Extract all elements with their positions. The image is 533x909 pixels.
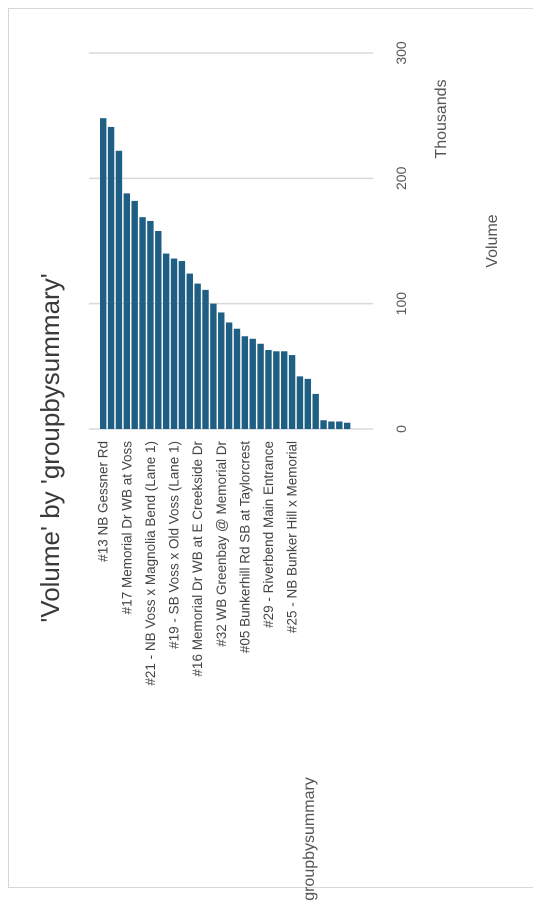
value-axis-ticks: 0 100 200 300 xyxy=(393,41,409,433)
bar[interactable] xyxy=(257,343,264,429)
bar[interactable] xyxy=(194,283,201,429)
chart-title: 'Volume' by 'groupbysummary' xyxy=(35,273,65,622)
bar[interactable] xyxy=(202,289,209,429)
category-label: #17 Memorial Dr WB at Voss xyxy=(119,441,134,615)
bar[interactable] xyxy=(296,376,304,429)
bar[interactable] xyxy=(281,351,288,429)
bar[interactable] xyxy=(312,393,319,429)
bar[interactable] xyxy=(178,261,186,429)
bar[interactable] xyxy=(162,253,170,429)
bar[interactable] xyxy=(210,303,217,429)
category-label: #13 NB Gessner Rd xyxy=(96,441,111,562)
category-axis-title: groupbysummary xyxy=(301,777,318,901)
category-label: #19 - SB Voss x Old Voss (Lane 1) xyxy=(167,441,182,649)
bar[interactable] xyxy=(147,220,154,429)
category-label: #25 - NB Bunker Hill x Memorial xyxy=(285,441,300,633)
bar[interactable] xyxy=(123,193,131,429)
bar[interactable] xyxy=(233,328,241,429)
bar[interactable] xyxy=(265,350,272,429)
category-label: #29 - Riverbend Main Entrance xyxy=(261,441,276,628)
category-axis-labels: #13 NB Gessner Rd #17 Memorial Dr WB at V… xyxy=(96,441,300,686)
bar[interactable] xyxy=(170,258,178,429)
chart-frame: 0 100 200 300 #13 NB Gessner Rd #17 Memorial… xyxy=(8,8,533,901)
bar[interactable] xyxy=(131,200,138,429)
value-tick-label: 0 xyxy=(393,425,409,433)
bar[interactable] xyxy=(320,420,327,429)
bar[interactable] xyxy=(100,118,107,429)
bar[interactable] xyxy=(225,322,233,429)
bar[interactable] xyxy=(288,355,296,429)
bar[interactable] xyxy=(115,150,123,429)
bar[interactable] xyxy=(107,126,115,430)
value-tick-label: 100 xyxy=(393,292,409,316)
value-tick-label: 200 xyxy=(393,166,409,190)
category-label: #32 WB Greenbay @ Memorial Dr xyxy=(214,441,229,647)
value-axis-unit: Thousands xyxy=(433,79,450,158)
bar[interactable] xyxy=(343,422,351,429)
bar[interactable] xyxy=(249,338,256,429)
bar[interactable] xyxy=(304,378,312,429)
bar[interactable] xyxy=(328,421,335,429)
bar[interactable] xyxy=(241,336,249,429)
value-tick-label: 300 xyxy=(393,41,409,65)
bar[interactable] xyxy=(155,230,162,429)
category-label: #05 Bunkerhill Rd SB at Taylorcrest xyxy=(237,441,252,653)
bar[interactable] xyxy=(186,273,193,429)
category-label: #21 - NB Voss x Magnolia Bend (Lane 1) xyxy=(143,441,158,686)
bar[interactable] xyxy=(273,351,280,429)
bar[interactable] xyxy=(336,421,343,429)
bar[interactable] xyxy=(218,312,225,429)
category-label: #16 Memorial Dr WB at E Creekside Dr xyxy=(190,441,205,677)
bars xyxy=(100,118,351,430)
bar[interactable] xyxy=(139,217,146,429)
value-axis-title: Volume xyxy=(484,214,501,267)
bar-chart: 0 100 200 300 #13 NB Gessner Rd #17 Memorial… xyxy=(35,41,501,901)
